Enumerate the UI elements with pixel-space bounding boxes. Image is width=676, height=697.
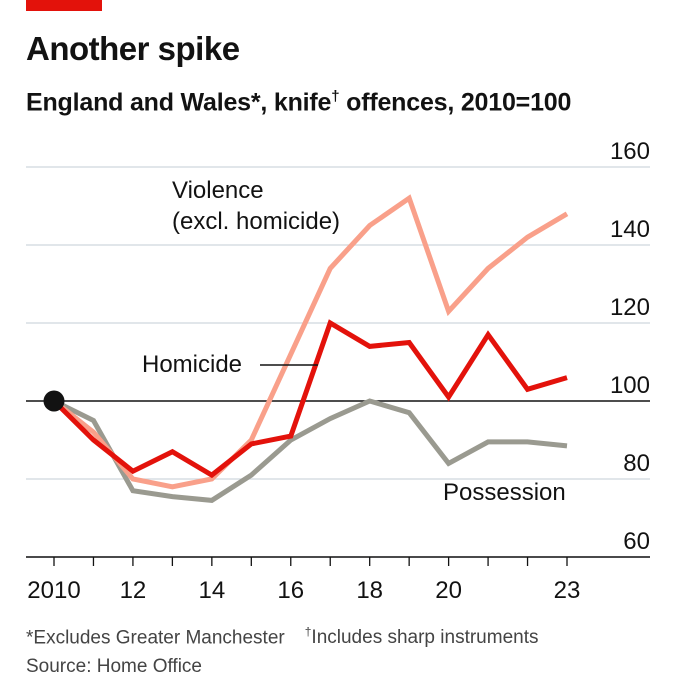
x-tick-label-18: 18 bbox=[356, 577, 383, 604]
y-tick-label-80: 80 bbox=[623, 450, 650, 477]
chart-title: Another spike bbox=[26, 30, 240, 67]
series-line-possession bbox=[52, 398, 568, 503]
base-point-dot bbox=[43, 390, 65, 412]
chart-subtitle: England and Wales*, knife† offences, 201… bbox=[26, 88, 571, 117]
footnote-excludes: *Excludes Greater Manchester bbox=[26, 627, 285, 649]
x-tick-label-2010: 2010 bbox=[27, 577, 80, 604]
footnote-includes: †Includes sharp instruments bbox=[304, 625, 539, 649]
y-tick-label-120: 120 bbox=[610, 294, 650, 321]
accent-bar bbox=[26, 0, 102, 11]
y-tick-label-60: 60 bbox=[623, 528, 650, 555]
footnote-dagger: † bbox=[304, 625, 312, 639]
x-tick-label-12: 12 bbox=[120, 577, 147, 604]
subtitle-tail: offences, 2010=100 bbox=[339, 88, 572, 117]
series-label-possession: Possession bbox=[443, 479, 566, 506]
source-note: Source: Home Office bbox=[26, 656, 203, 677]
subtitle-main: England and Wales*, knife bbox=[26, 88, 332, 117]
series-label-homicide: Homicide bbox=[142, 351, 242, 378]
series-line-homicide bbox=[52, 319, 568, 479]
footnote-includes-text: Includes sharp instruments bbox=[311, 627, 539, 649]
x-tick-label-23: 23 bbox=[554, 577, 581, 604]
series-label-violence-sub: (excl. homicide) bbox=[172, 208, 340, 235]
series-line-violence bbox=[52, 194, 569, 490]
y-tick-label-160: 160 bbox=[610, 138, 650, 165]
x-tick-label-16: 16 bbox=[277, 577, 304, 604]
y-tick-label-140: 140 bbox=[610, 216, 650, 243]
line-chart: 60 80 100 120 140 160 2010 12 14 16 18 20 23 Violence… bbox=[26, 138, 650, 604]
footnotes: *Excludes Greater Manchester †Includes sh… bbox=[26, 625, 538, 649]
x-tick-label-20: 20 bbox=[435, 577, 462, 604]
series-label-violence: Violence bbox=[172, 177, 264, 204]
x-tick-label-14: 14 bbox=[198, 577, 225, 604]
y-tick-label-100: 100 bbox=[610, 372, 650, 399]
subtitle-dagger: † bbox=[331, 88, 340, 105]
